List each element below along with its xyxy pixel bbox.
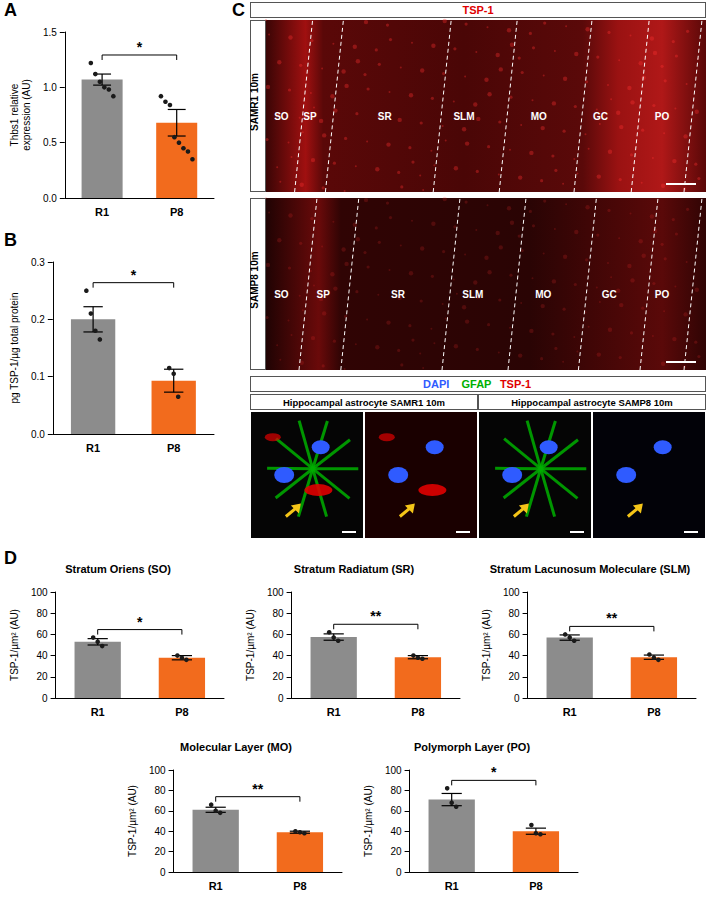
svg-text:40: 40 (390, 826, 402, 837)
svg-text:TSP-1/µm² (AU): TSP-1/µm² (AU) (127, 785, 138, 857)
svg-text:60: 60 (36, 629, 48, 640)
svg-text:TSP-1: TSP-1 (500, 378, 531, 390)
svg-text:0.3: 0.3 (31, 257, 45, 268)
svg-text:100: 100 (503, 587, 520, 598)
svg-text:P8: P8 (293, 880, 306, 892)
svg-text:80: 80 (36, 608, 48, 619)
svg-text:TSP-1/µm² (AU): TSP-1/µm² (AU) (481, 609, 492, 681)
svg-text:80: 80 (154, 785, 166, 796)
svg-text:R1: R1 (327, 706, 341, 718)
svg-text:MO: MO (531, 111, 547, 122)
svg-text:GC: GC (602, 289, 617, 300)
svg-text:0.0: 0.0 (31, 429, 45, 440)
svg-text:Hippocampal astrocyte SAMP8 10: Hippocampal astrocyte SAMP8 10m (511, 397, 673, 408)
svg-text:SP: SP (303, 111, 317, 122)
svg-text:PO: PO (655, 289, 670, 300)
html-text:A: A (4, 0, 17, 20)
svg-text:20: 20 (390, 846, 402, 857)
svg-text:SP: SP (317, 289, 331, 300)
svg-text:expression (AU): expression (AU) (21, 79, 32, 151)
svg-text:*: * (131, 267, 137, 283)
svg-text:TSP-1/µm² (AU): TSP-1/µm² (AU) (245, 609, 256, 681)
svg-text:80: 80 (272, 608, 284, 619)
svg-text:0.1: 0.1 (31, 371, 45, 382)
svg-text:0.0: 0.0 (43, 193, 57, 204)
svg-text:P8: P8 (411, 706, 424, 718)
html-text:B: B (4, 230, 17, 250)
svg-text:20: 20 (36, 671, 48, 682)
svg-text:40: 40 (508, 650, 520, 661)
svg-text:GFAP: GFAP (462, 378, 492, 390)
svg-text:Stratum Lacunosum Moleculare (: Stratum Lacunosum Moleculare (SLM) (490, 563, 691, 575)
svg-text:1.0: 1.0 (43, 82, 57, 93)
svg-text:80: 80 (508, 608, 520, 619)
svg-text:60: 60 (508, 629, 520, 640)
svg-text:TSP-1/µm² (AU): TSP-1/µm² (AU) (9, 609, 20, 681)
html-text:D: D (4, 548, 17, 568)
svg-text:Stratum Oriens (SO): Stratum Oriens (SO) (65, 563, 171, 575)
svg-text:40: 40 (36, 650, 48, 661)
svg-text:**: ** (606, 610, 617, 626)
svg-text:Stratum Radiatum (SR): Stratum Radiatum (SR) (294, 563, 415, 575)
svg-text:PO: PO (655, 111, 670, 122)
svg-text:**: ** (370, 608, 381, 624)
svg-text:P8: P8 (167, 442, 180, 454)
svg-text:0: 0 (396, 867, 402, 878)
svg-text:MO: MO (535, 289, 551, 300)
svg-text:100: 100 (385, 765, 402, 776)
svg-text:SLM: SLM (453, 111, 474, 122)
svg-text:60: 60 (390, 805, 402, 816)
svg-text:R1: R1 (86, 442, 100, 454)
svg-text:R1: R1 (563, 706, 577, 718)
svg-text:Molecular Layer (MO): Molecular Layer (MO) (180, 741, 292, 753)
svg-text:SR: SR (391, 289, 406, 300)
svg-text:0: 0 (514, 693, 520, 704)
svg-text:P8: P8 (647, 706, 660, 718)
svg-text:DAPI: DAPI (423, 378, 449, 390)
svg-text:0: 0 (42, 693, 48, 704)
svg-text:100: 100 (31, 587, 48, 598)
svg-text:SAMP8 10m: SAMP8 10m (250, 251, 260, 308)
svg-text:100: 100 (149, 765, 166, 776)
svg-text:TSP-1/µm² (AU): TSP-1/µm² (AU) (363, 785, 374, 857)
svg-text:0: 0 (160, 867, 166, 878)
svg-text:R1: R1 (445, 880, 459, 892)
svg-text:SLM: SLM (462, 289, 483, 300)
svg-text:SO: SO (274, 111, 289, 122)
svg-text:GC: GC (593, 111, 608, 122)
svg-text:pg TSP-1/µg total protein: pg TSP-1/µg total protein (9, 292, 20, 403)
svg-text:R1: R1 (95, 206, 109, 218)
svg-text:0: 0 (278, 693, 284, 704)
html-text:C: C (232, 0, 245, 20)
svg-text:SAMR1 10m: SAMR1 10m (250, 73, 260, 131)
svg-text:20: 20 (272, 671, 284, 682)
svg-text:Polymorph Layer (PO): Polymorph Layer (PO) (414, 741, 530, 753)
svg-text:*: * (137, 39, 143, 55)
svg-text:TSP-1: TSP-1 (462, 4, 493, 16)
svg-text:Hippocampal astrocyte SAMR1 10: Hippocampal astrocyte SAMR1 10m (283, 397, 445, 408)
svg-text:SR: SR (378, 111, 393, 122)
svg-text:80: 80 (390, 785, 402, 796)
svg-text:R1: R1 (91, 706, 105, 718)
svg-text:100: 100 (267, 587, 284, 598)
svg-text:Thbs1 relative: Thbs1 relative (9, 83, 20, 146)
svg-text:P8: P8 (175, 706, 188, 718)
svg-text:40: 40 (154, 826, 166, 837)
svg-text:1.5: 1.5 (43, 27, 57, 38)
svg-text:*: * (491, 764, 497, 780)
svg-text:**: ** (252, 781, 263, 797)
svg-text:0.2: 0.2 (31, 314, 45, 325)
svg-text:20: 20 (154, 846, 166, 857)
svg-text:*: * (137, 614, 143, 630)
svg-text:P8: P8 (170, 206, 183, 218)
svg-text:20: 20 (508, 671, 520, 682)
svg-text:60: 60 (154, 805, 166, 816)
svg-text:60: 60 (272, 629, 284, 640)
svg-text:40: 40 (272, 650, 284, 661)
svg-text:SO: SO (274, 289, 289, 300)
svg-text:0.5: 0.5 (43, 137, 57, 148)
svg-text:R1: R1 (209, 880, 223, 892)
svg-text:P8: P8 (529, 880, 542, 892)
